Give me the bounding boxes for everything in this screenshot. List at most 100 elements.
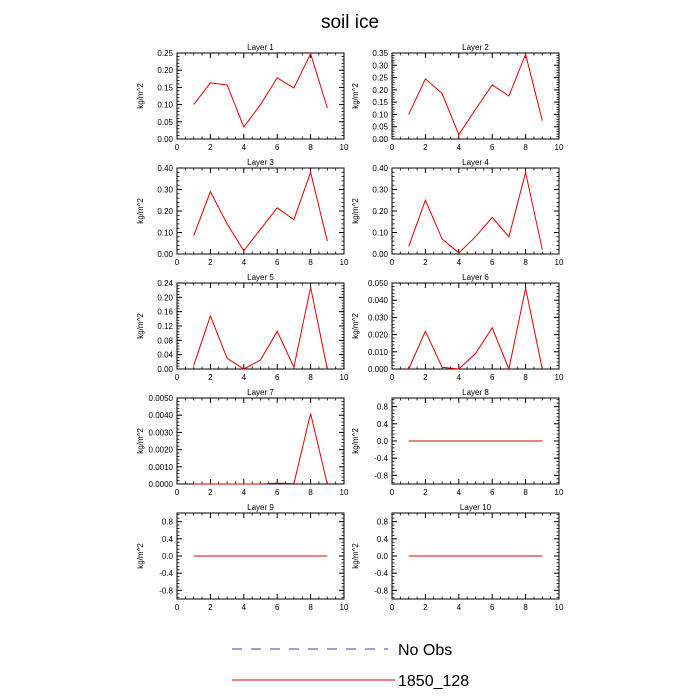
x-tick-label: 0 bbox=[390, 258, 395, 267]
y-axis-label: kg/m^2 bbox=[351, 543, 360, 569]
x-tick-label: 4 bbox=[457, 373, 462, 382]
x-tick-label: 10 bbox=[340, 143, 349, 152]
y-tick-label: 0.4 bbox=[377, 420, 389, 429]
x-tick-label: 4 bbox=[457, 143, 462, 152]
series-line-1850-128 bbox=[193, 287, 328, 370]
y-tick-label: -0.4 bbox=[374, 454, 388, 463]
y-tick-label: 0.050 bbox=[368, 279, 389, 288]
x-tick-label: 6 bbox=[275, 373, 280, 382]
x-tick-label: 4 bbox=[242, 488, 247, 497]
x-tick-label: 4 bbox=[457, 258, 462, 267]
x-tick-label: 6 bbox=[490, 603, 495, 612]
y-tick-label: 0.00 bbox=[157, 135, 173, 144]
y-tick-label: 0.35 bbox=[372, 49, 388, 58]
y-axis-label: kg/m^2 bbox=[136, 428, 145, 454]
series-line-1850-128 bbox=[408, 52, 543, 136]
x-tick-label: 0 bbox=[175, 488, 180, 497]
x-tick-label: 4 bbox=[457, 488, 462, 497]
x-tick-label: 0 bbox=[175, 143, 180, 152]
panel-title: Layer 8 bbox=[462, 388, 489, 397]
x-tick-label: 2 bbox=[423, 603, 428, 612]
y-tick-label: 0.10 bbox=[157, 101, 173, 110]
x-tick-label: 10 bbox=[340, 258, 349, 267]
y-tick-label: 0.20 bbox=[157, 293, 173, 302]
x-tick-label: 4 bbox=[242, 603, 247, 612]
y-tick-label: 0.000 bbox=[368, 365, 389, 374]
y-tick-label: 0.0 bbox=[377, 437, 389, 446]
x-tick-label: 10 bbox=[555, 603, 564, 612]
x-tick-label: 10 bbox=[340, 488, 349, 497]
y-tick-label: 0.10 bbox=[372, 110, 388, 119]
y-axis-label: kg/m^2 bbox=[136, 313, 145, 339]
panel-title: Layer 1 bbox=[247, 43, 274, 52]
y-tick-label: 0.10 bbox=[372, 229, 388, 238]
x-tick-label: 6 bbox=[490, 373, 495, 382]
panel-layer-3: Layer 3 kg/m^2 0 2 4 6 8 10 0.00 0.10 0.20 0.30 0.40 bbox=[136, 158, 349, 267]
panel-title: Layer 4 bbox=[462, 158, 489, 167]
y-axis-label: kg/m^2 bbox=[351, 83, 360, 109]
panel-layer-4: Layer 4 kg/m^2 0 2 4 6 8 10 0.00 0.10 0.20 0.30 0.40 bbox=[351, 158, 564, 267]
panel-layer-8: Layer 8 kg/m^2 0 2 4 6 8 10 -0.8 -0.4 0.0 0.4 0.8 bbox=[351, 388, 564, 497]
x-tick-label: 2 bbox=[423, 143, 428, 152]
series-line-1850-128 bbox=[193, 413, 328, 485]
y-tick-label: 0.30 bbox=[372, 61, 388, 70]
x-tick-label: 10 bbox=[555, 258, 564, 267]
y-tick-label: 0.8 bbox=[377, 518, 389, 527]
x-tick-label: 0 bbox=[390, 373, 395, 382]
y-tick-label: -0.8 bbox=[374, 471, 388, 480]
y-tick-label: 0.15 bbox=[157, 83, 173, 92]
x-tick-label: 4 bbox=[242, 258, 247, 267]
y-tick-label: 0.20 bbox=[157, 66, 173, 75]
panel-layer-7: Layer 7 kg/m^2 0 2 4 6 8 10 0.0000 0.0010 0.0020 0.… bbox=[136, 388, 349, 497]
panel-layer-9: Layer 9 kg/m^2 0 2 4 6 8 10 -0.8 -0.4 0.0 0.4 0.8 bbox=[136, 503, 349, 612]
x-tick-label: 2 bbox=[423, 373, 428, 382]
y-tick-label: -0.8 bbox=[374, 586, 388, 595]
y-tick-label: 0.020 bbox=[368, 331, 389, 340]
y-tick-label: 0.10 bbox=[157, 229, 173, 238]
y-tick-label: 0.40 bbox=[372, 164, 388, 173]
y-axis-label: kg/m^2 bbox=[351, 428, 360, 454]
y-tick-label: 0.05 bbox=[372, 123, 388, 132]
x-tick-label: 10 bbox=[340, 603, 349, 612]
x-tick-label: 6 bbox=[275, 603, 280, 612]
legend: No Obs 1850_128 bbox=[232, 642, 469, 690]
panel-title: Layer 7 bbox=[247, 388, 274, 397]
x-tick-label: 0 bbox=[390, 603, 395, 612]
x-tick-label: 6 bbox=[490, 143, 495, 152]
y-tick-label: 0.040 bbox=[368, 296, 389, 305]
y-axis-label: kg/m^2 bbox=[136, 543, 145, 569]
series-line-1850-128 bbox=[193, 170, 328, 252]
x-tick-label: 10 bbox=[555, 143, 564, 152]
x-tick-label: 8 bbox=[523, 143, 528, 152]
y-tick-label: 0.8 bbox=[377, 403, 389, 412]
x-tick-label: 0 bbox=[175, 603, 180, 612]
x-tick-label: 8 bbox=[308, 603, 313, 612]
y-tick-label: 0.0050 bbox=[149, 394, 174, 403]
y-tick-label: 0.30 bbox=[157, 186, 173, 195]
panel-grid: Layer 1kg/m^20 2 4 6 8 100.000.050.100.150.20… bbox=[136, 43, 564, 612]
panel-layer-5: Layer 5 kg/m^2 0 2 4 6 8 10 0.00 0.04 0.08 0.12 0.16… bbox=[136, 273, 349, 382]
x-tick-label: 8 bbox=[523, 373, 528, 382]
legend-label-no-obs: No Obs bbox=[398, 642, 452, 659]
x-tick-label: 2 bbox=[208, 143, 213, 152]
y-tick-label: 0.0 bbox=[162, 552, 174, 561]
y-tick-label: 0.0040 bbox=[149, 411, 174, 420]
y-tick-label: 0.08 bbox=[157, 336, 173, 345]
y-tick-label: 0.4 bbox=[377, 535, 389, 544]
y-tick-label: -0.8 bbox=[159, 586, 173, 595]
x-tick-label: 8 bbox=[308, 258, 313, 267]
panel-title: Layer 6 bbox=[462, 273, 489, 282]
y-tick-label: 0.00 bbox=[372, 135, 388, 144]
series-line-1850-128 bbox=[408, 288, 543, 371]
y-tick-label: 0.0000 bbox=[149, 480, 174, 489]
y-tick-label: -0.4 bbox=[159, 569, 173, 578]
series-line-1850-128 bbox=[193, 52, 328, 128]
plot-frame bbox=[391, 282, 560, 370]
x-tick-label: 4 bbox=[457, 603, 462, 612]
y-tick-label: 0.05 bbox=[157, 118, 173, 127]
panel-layer-6: Layer 6 kg/m^2 0 2 4 6 8 10 0.000 0.010 0.020 0.030… bbox=[351, 273, 564, 382]
y-tick-label: 0.00 bbox=[372, 250, 388, 259]
x-tick-label: 2 bbox=[208, 258, 213, 267]
y-tick-label: 0.12 bbox=[157, 322, 173, 331]
